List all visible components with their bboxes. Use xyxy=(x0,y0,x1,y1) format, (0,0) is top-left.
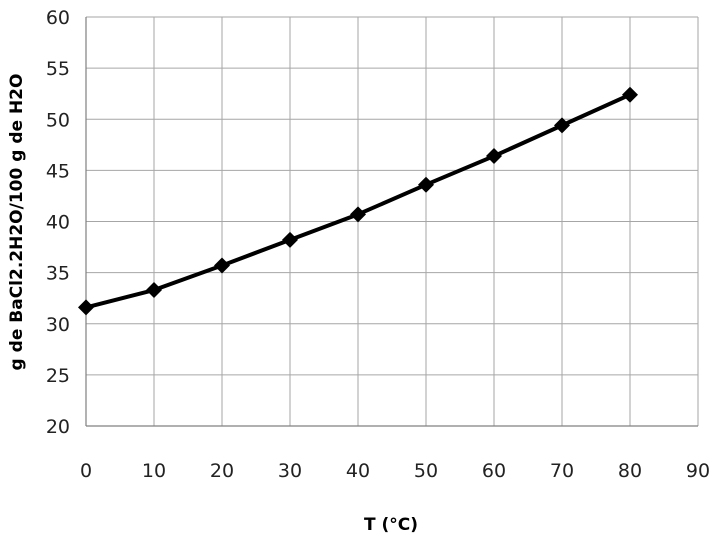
x-tick-label: 70 xyxy=(550,460,574,482)
x-tick-label: 20 xyxy=(210,460,234,482)
gridlines xyxy=(85,16,699,427)
y-tick-label: 40 xyxy=(46,212,70,234)
data-point-marker xyxy=(282,231,298,248)
tick-labels: 20 25 30 35 40 45 50 55 60 0 10 20 30 40 50 60 70 80 90 xyxy=(46,7,710,482)
data-point-marker xyxy=(350,206,366,223)
y-axis-label: g de BaCl2.2H2O/100 g de H2O xyxy=(7,74,27,371)
y-tick-label: 20 xyxy=(46,416,70,438)
y-tick-label: 50 xyxy=(46,109,70,131)
data-point-marker xyxy=(622,86,638,103)
x-axis-label: T (°C) xyxy=(364,515,418,535)
x-tick-label: 80 xyxy=(618,460,642,482)
y-tick-label: 35 xyxy=(46,263,70,285)
data-point-marker xyxy=(214,257,230,274)
x-tick-label: 10 xyxy=(142,460,166,482)
x-tick-label: 0 xyxy=(80,460,92,482)
y-tick-label: 45 xyxy=(46,160,70,182)
axes xyxy=(85,17,698,427)
y-tick-label: 25 xyxy=(46,365,70,387)
data-point-marker xyxy=(78,299,94,316)
x-tick-label: 30 xyxy=(278,460,302,482)
x-tick-label: 90 xyxy=(686,460,710,482)
x-tick-label: 40 xyxy=(346,460,370,482)
y-tick-label: 55 xyxy=(46,58,70,80)
x-tick-label: 50 xyxy=(414,460,438,482)
x-tick-label: 60 xyxy=(482,460,506,482)
data-series xyxy=(78,86,638,316)
data-point-marker xyxy=(486,148,502,165)
y-tick-label: 60 xyxy=(46,7,70,29)
data-point-marker xyxy=(418,176,434,193)
y-tick-label: 30 xyxy=(46,314,70,336)
data-point-marker xyxy=(554,117,570,134)
data-point-marker xyxy=(146,282,162,299)
